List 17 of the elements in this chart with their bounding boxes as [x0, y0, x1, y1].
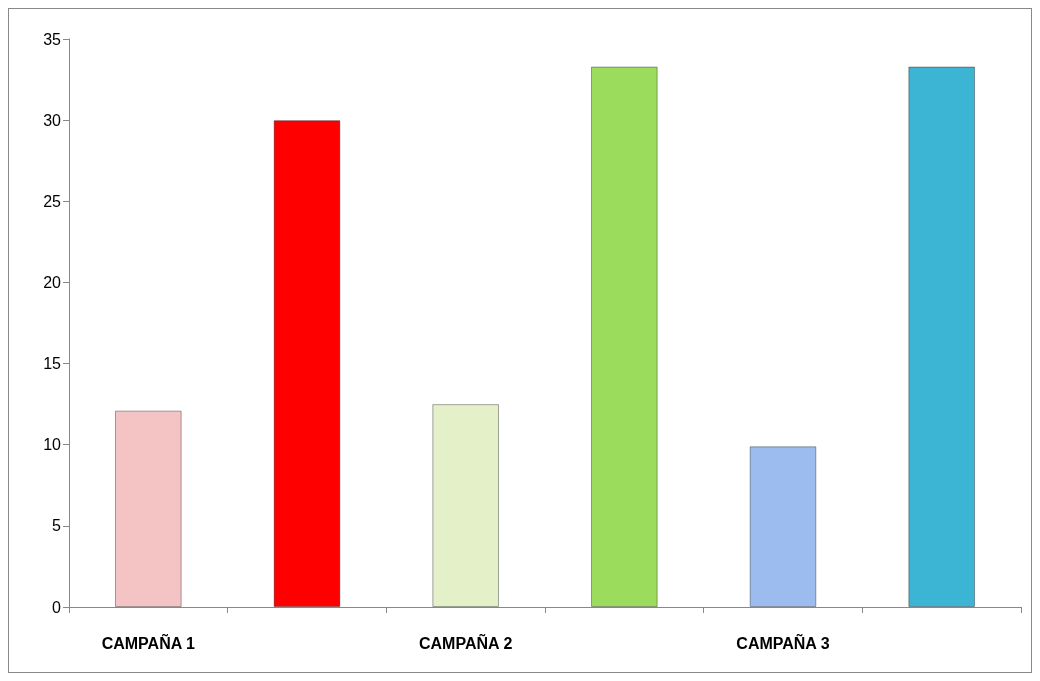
y-tick-label: 20 [43, 273, 62, 291]
y-tick-label: 0 [52, 598, 62, 616]
x-tick-label: CAMPAÑA 2 [418, 632, 513, 652]
y-tick-label: 25 [43, 192, 62, 210]
y-tick-label: 35 [43, 30, 62, 48]
bar [273, 120, 341, 607]
x-tick-label: CAMPAÑA 3 [736, 632, 830, 652]
y-tick-label: 10 [43, 436, 62, 454]
bar [908, 66, 975, 607]
x-tick-label: CAMPAÑA 1 [101, 632, 196, 652]
y-tick-label: 30 [43, 111, 62, 129]
bar [432, 404, 499, 607]
bar [115, 410, 182, 607]
y-tick-label: 5 [52, 517, 62, 535]
y-tick-label: 15 [43, 355, 62, 373]
bar [749, 446, 817, 607]
bar [591, 66, 658, 607]
